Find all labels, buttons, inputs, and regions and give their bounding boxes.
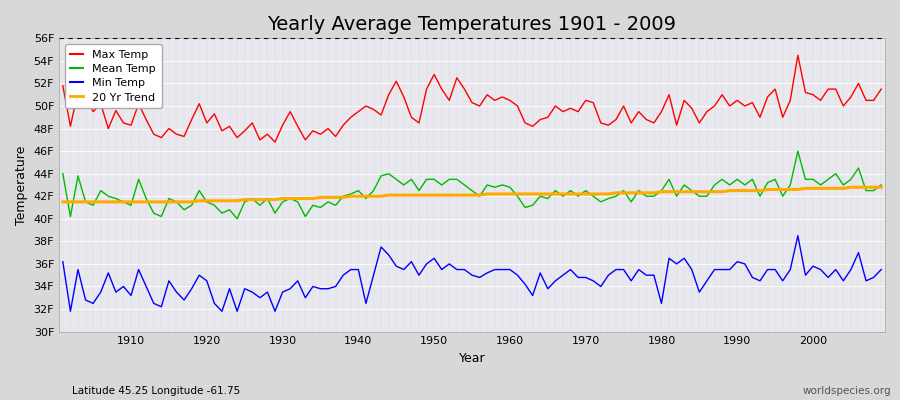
Text: Latitude 45.25 Longitude -61.75: Latitude 45.25 Longitude -61.75 [72, 386, 240, 396]
Title: Yearly Average Temperatures 1901 - 2009: Yearly Average Temperatures 1901 - 2009 [267, 15, 677, 34]
Text: worldspecies.org: worldspecies.org [803, 386, 891, 396]
Y-axis label: Temperature: Temperature [15, 145, 28, 225]
X-axis label: Year: Year [459, 352, 485, 365]
Legend: Max Temp, Mean Temp, Min Temp, 20 Yr Trend: Max Temp, Mean Temp, Min Temp, 20 Yr Tre… [65, 44, 162, 108]
